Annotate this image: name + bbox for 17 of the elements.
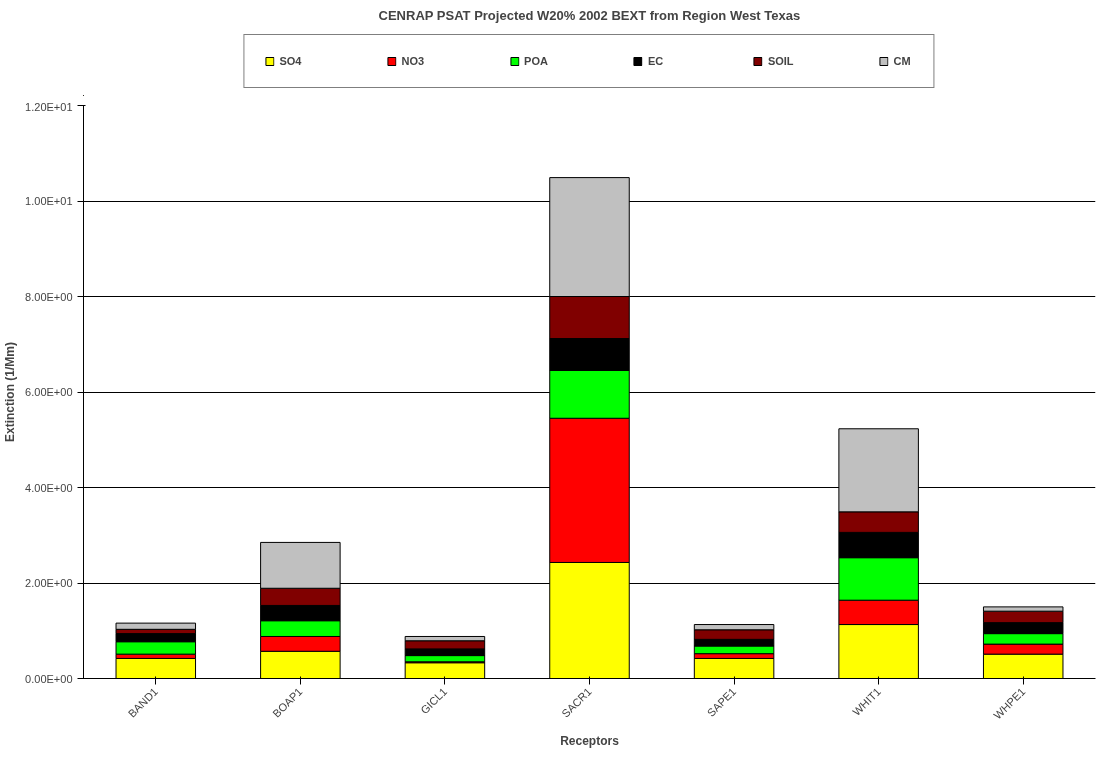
bar: [115, 622, 197, 630]
y-tick-label: 4.00E+00: [25, 481, 73, 494]
y-tick-label: 2.00E+00: [25, 577, 73, 589]
x-axis-title: Receptors: [560, 733, 620, 748]
y-tick-label: 0.00E+00: [25, 672, 73, 685]
y-tick-label: 8.00E+00: [25, 290, 73, 303]
legend-label: NO3: [401, 55, 425, 67]
y-tick-label: 1.00E+01: [25, 195, 73, 207]
legend-label: CM: [893, 55, 912, 67]
legend-label: SO4: [279, 55, 302, 67]
legend-label: POA: [524, 55, 548, 67]
legend-label: EC: [647, 55, 665, 67]
y-tick-label: 6.00E+00: [25, 386, 73, 398]
legend-label: SOIL: [767, 55, 794, 67]
y-tick-label: 1.20E+01: [25, 100, 73, 113]
y-axis-title: Extinction (1/Mm): [3, 341, 18, 442]
chart-title: CENRAP PSAT Projected W20% 2002 BEXT from Region West Texas: [378, 7, 801, 23]
